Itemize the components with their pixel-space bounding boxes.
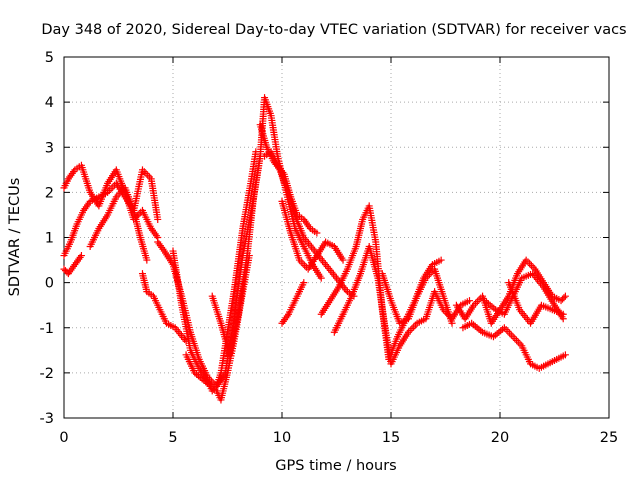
y-axis-label: SDTVAR / TECUs xyxy=(7,178,23,297)
data-point xyxy=(465,297,473,305)
track-marker xyxy=(526,260,534,268)
track-marker xyxy=(301,261,309,269)
y-tick-label: 5 xyxy=(45,50,54,66)
track-marker xyxy=(107,185,115,193)
track-marker xyxy=(511,335,519,343)
track-marker xyxy=(560,294,568,302)
axis-ticks: 0 5 10 15 20 25 -3 -2 -1 0 1 2 3 4 5 xyxy=(40,50,619,446)
y-tick-label: 2 xyxy=(45,185,54,201)
data-point xyxy=(448,319,456,327)
track-marker xyxy=(473,298,481,306)
y-tick-label: 3 xyxy=(45,140,54,156)
x-axis-label: GPS time / hours xyxy=(275,458,396,474)
x-tick-label: 15 xyxy=(382,430,400,446)
data-point xyxy=(339,256,347,264)
y-tick-label: -2 xyxy=(40,366,54,382)
track-marker xyxy=(514,338,522,346)
data-point xyxy=(313,229,321,237)
data-point xyxy=(143,256,151,264)
data-point xyxy=(509,333,517,341)
y-tick-label: 0 xyxy=(45,276,54,292)
x-tick-label: 0 xyxy=(59,430,68,446)
y-tick-label: -1 xyxy=(40,321,54,337)
chart-title: Day 348 of 2020, Sidereal Day-to-day VTE… xyxy=(41,22,626,38)
x-tick-label: 20 xyxy=(491,430,509,446)
track-marker xyxy=(506,329,514,337)
data-point xyxy=(154,215,162,223)
track-marker xyxy=(410,323,418,331)
track-marker xyxy=(513,336,521,344)
data-point xyxy=(317,274,325,282)
y-tick-label: 1 xyxy=(45,231,54,247)
track-marker xyxy=(475,296,483,304)
track-marker xyxy=(299,260,307,268)
x-tick-label: 10 xyxy=(273,430,291,446)
y-tick-label: -3 xyxy=(40,411,54,427)
y-tick-label: 4 xyxy=(45,95,54,111)
track-marker xyxy=(527,261,535,269)
data-point xyxy=(300,279,308,287)
x-tick-label: 5 xyxy=(168,430,177,446)
track-marker xyxy=(408,325,416,333)
track-marker xyxy=(507,331,515,339)
data-point xyxy=(561,351,569,359)
x-tick-label: 25 xyxy=(600,430,618,446)
track-marker xyxy=(135,210,143,218)
data-point xyxy=(559,310,567,318)
track-marker xyxy=(142,169,150,177)
track-marker xyxy=(502,326,510,334)
data-points xyxy=(60,94,569,404)
track-marker xyxy=(109,183,117,191)
data-point xyxy=(77,252,85,260)
data-point xyxy=(437,256,445,264)
data-point xyxy=(561,292,569,300)
